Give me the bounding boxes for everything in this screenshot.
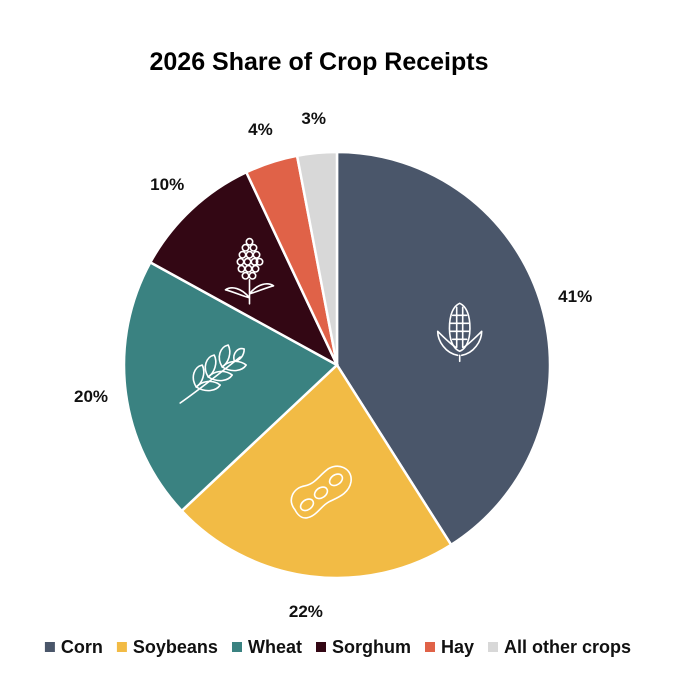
legend-swatch-corn xyxy=(44,642,55,652)
legend-swatch-wheat xyxy=(232,642,242,652)
legend-item-soybeans: Soybeans xyxy=(116,637,218,657)
legend-label-corn: Corn xyxy=(61,637,103,657)
chart-title: 2026 Share of Crop Receipts xyxy=(149,48,488,76)
slice-all-other-crops xyxy=(295,150,339,366)
legend-item-all-other-crops: All other crops xyxy=(488,637,631,657)
legend-item-sorghum: Sorghum xyxy=(316,637,411,657)
legend-swatch-hay xyxy=(425,642,435,652)
data-label-wheat: 20% xyxy=(74,387,108,406)
slice-wheat xyxy=(122,260,340,513)
data-label-soybeans: 22% xyxy=(289,602,323,621)
soybean-icon xyxy=(290,465,352,519)
legend-label-wheat: Wheat xyxy=(248,637,302,657)
legend-label-all-other-crops: All other crops xyxy=(504,637,631,657)
data-label-hay: 4% xyxy=(248,120,273,139)
slice-sorghum xyxy=(148,170,340,368)
data-label-all-other-crops: 3% xyxy=(301,109,326,128)
pie-slices xyxy=(122,150,552,580)
sorghum-icon xyxy=(224,237,275,305)
legend-label-sorghum: Sorghum xyxy=(332,637,411,657)
legend-label-hay: Hay xyxy=(441,637,474,657)
data-labels: 41% 22% 20% 10% 4% 3% xyxy=(74,109,592,621)
legend-swatch-sorghum xyxy=(316,642,326,652)
wheat-icon xyxy=(179,344,247,404)
legend-item-hay: Hay xyxy=(425,637,474,657)
legend-swatch-soybeans xyxy=(116,642,127,652)
slice-soybeans xyxy=(179,363,453,580)
data-label-sorghum: 10% xyxy=(150,175,184,194)
legend: Corn Soybeans Wheat Sorghum Hay All other cro… xyxy=(44,637,631,657)
legend-item-corn: Corn xyxy=(44,637,103,657)
corn-icon xyxy=(436,302,483,363)
legend-label-soybeans: Soybeans xyxy=(133,637,218,657)
legend-swatch-all-other-crops xyxy=(488,642,498,652)
slice-icons xyxy=(179,237,483,519)
data-label-corn: 41% xyxy=(558,287,592,306)
legend-item-wheat: Wheat xyxy=(232,637,302,657)
